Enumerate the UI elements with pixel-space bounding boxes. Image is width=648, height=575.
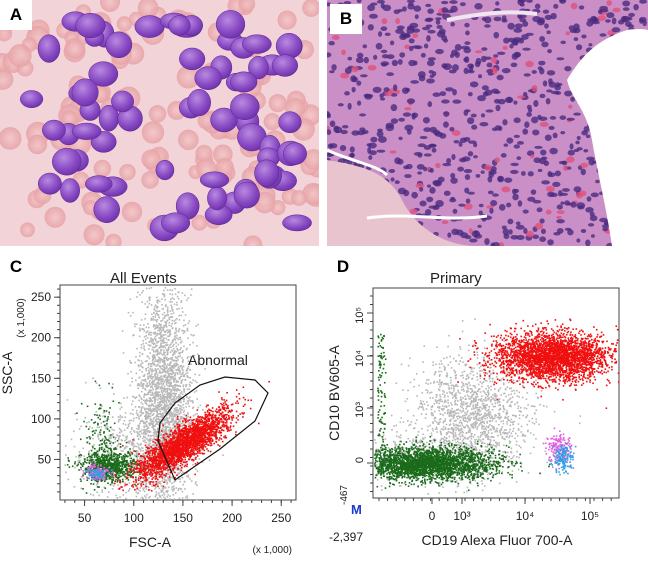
blast-cell [207,186,227,211]
panel-c-x-tick-label: 50 [78,511,92,525]
blast-cell [20,90,44,109]
panel-d-x-tick-label: 0 [429,509,436,523]
blast-cell [230,71,258,93]
tissue-micrograph [327,0,648,246]
panel-b-label: B [330,4,362,34]
panel-d-y-min-label: -467 [339,485,350,505]
panel-c-y-tick-label: 100 [31,412,51,426]
blast-cell [254,159,280,187]
blast-cell [60,178,80,203]
blast-cell [93,196,120,223]
panel-c-scatter-plot: Abnormal 250 200 150 100 50 50 100 150 200 250 SS… [0,284,297,556]
blast-cell [111,90,134,113]
panel-c-y-tick-label: 250 [31,290,51,304]
panel-d-y-tick-label: 10⁵ [354,307,366,324]
blast-cell [179,47,206,71]
blast-cell [71,122,102,140]
panel-d-x-tick-label: 10³ [453,509,470,523]
panel-c-x-multiplier: (x 1,000) [253,545,292,556]
panel-c-x-tick-label: 200 [222,511,242,525]
panel-c-title: All Events [110,270,177,287]
blast-cell [168,15,191,36]
panel-d-corner-marker: M [351,502,362,517]
abnormal-gate-label: Abnormal [188,352,248,368]
panel-c-x-tick-label: 150 [173,511,193,525]
blast-cell [155,159,175,181]
panel-d-y-tick-label: 0 [354,457,366,463]
blast-cell [37,34,61,63]
blast-cell [85,175,113,193]
blast-cell [215,10,246,39]
panel-c-y-tick-label: 50 [38,452,52,466]
blast-cell [194,66,222,90]
panel-c-y-tick-label: 200 [31,331,51,345]
blast-cell [242,34,272,54]
panel-d-scatter-plot: 10⁵ 10⁴ 10³ 0 0 10³ 10⁴ 10⁵ CD10 BV605-A -467 M… [327,287,620,548]
abnormal-gate [157,376,269,481]
blast-cell [282,214,312,232]
panel-d-y-tick-label: 10⁴ [354,350,366,367]
panel-c-y-axis-label: SSC-A [0,351,15,394]
panel-d-x-tick-label: 10⁴ [516,509,535,523]
blast-cell [134,15,165,38]
panel-d-label: D [327,252,359,282]
blast-cell [52,147,82,176]
blast-cell [71,78,99,107]
panel-a-smear-image [0,0,319,246]
white-space [567,29,648,246]
blast-cell [278,111,302,134]
blast-cell [248,55,269,80]
panel-d-y-axis-label: CD10 BV605-A [327,344,342,440]
panel-c-label: C [0,252,32,282]
panel-c-y-tick-label: 150 [31,371,51,385]
panel-c-x-axis-label: FSC-A [129,534,172,550]
panel-c-y-multiplier: (x 1,000) [16,298,27,337]
blast-cell [233,181,260,209]
panel-a-label: A [0,0,32,30]
panel-d-x-axis-label: CD19 Alexa Fluor 700-A [422,532,574,548]
panel-c-x-tick-label: 250 [271,511,291,525]
panel-d-x-tick-label: 10⁵ [581,509,599,523]
panel-d-x-min-label: -2,397 [329,530,363,544]
blast-cell [282,142,307,165]
blast-cell [271,54,299,77]
blast-cell [88,61,119,87]
panel-b-tissue-image [327,0,648,246]
panel-d-title: Primary [430,270,482,287]
panel-d-y-tick-label: 10³ [354,402,366,418]
pink-stroma [327,160,477,246]
blast-cell [275,32,303,59]
blast-cell [37,172,62,195]
panel-c-x-tick-label: 100 [124,511,144,525]
blast-cell [230,93,260,120]
blast-cell [105,31,133,59]
smear-micrograph [0,0,319,246]
blast-cell [42,119,66,141]
blast-cell [75,12,106,39]
blast-cell [160,212,191,234]
blast-cell [199,171,230,189]
blast-cell [210,107,238,133]
blast-cell [187,88,211,117]
